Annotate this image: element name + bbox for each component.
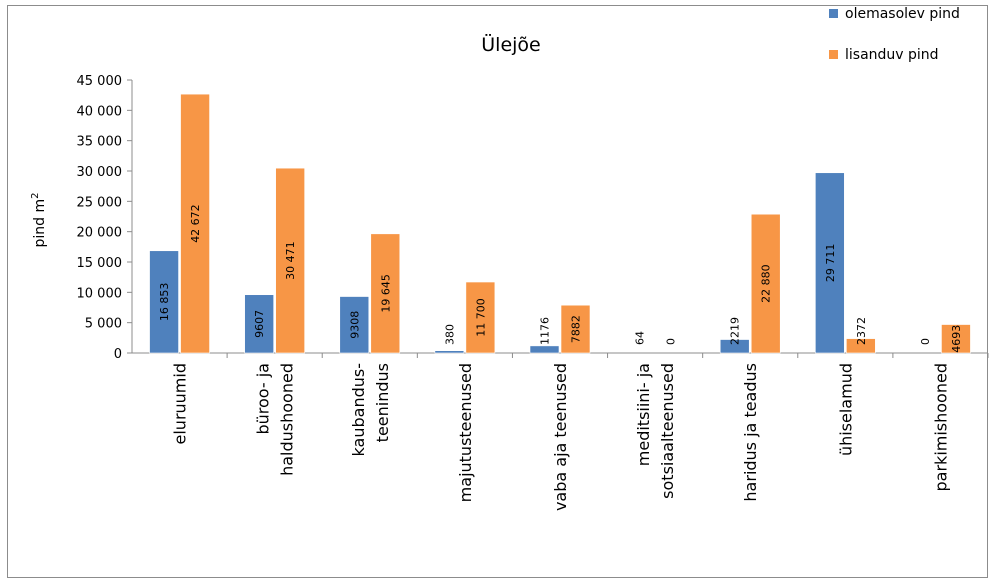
- data-label: 380: [443, 324, 456, 345]
- category-label: haridus ja teadus: [741, 363, 760, 502]
- data-labels: 16 853 42 672 9607 30 471 9308 19 645 380 11 70…: [158, 204, 963, 352]
- bar: [275, 167, 305, 354]
- category-label: vaba aja teenused: [551, 363, 570, 511]
- legend-label-olemasolev: olemasolev pind: [845, 6, 960, 22]
- y-tick-label: 45 000: [77, 74, 123, 89]
- data-label: 29 711: [824, 244, 837, 283]
- category-label: teenindus: [373, 363, 392, 442]
- legend: olemasolev pind lisanduv pind: [829, 6, 960, 63]
- y-tick-label: 20 000: [77, 226, 123, 241]
- bar: [529, 345, 560, 354]
- legend-swatch-olemasolev: [829, 9, 838, 18]
- bar: [149, 250, 179, 354]
- data-label: 9607: [253, 310, 266, 338]
- y-tick-label: 10 000: [77, 286, 123, 301]
- data-label: 11 700: [474, 298, 487, 337]
- category-labels: eluruumid büroo- ja haldushooned kaubandus-…: [171, 363, 951, 511]
- bar: [815, 172, 845, 354]
- y-tick-label: 15 000: [77, 256, 123, 271]
- legend-swatch-lisanduv: [829, 50, 838, 59]
- category-label: ühiselamud: [836, 363, 855, 456]
- y-axis-label: pind m2: [30, 193, 48, 248]
- data-label: 22 880: [760, 264, 773, 303]
- bar: [560, 304, 591, 354]
- bars: [149, 93, 971, 354]
- data-label: 2219: [729, 317, 742, 345]
- bar: [339, 296, 370, 354]
- bar: [465, 281, 496, 354]
- data-label: 42 672: [189, 204, 202, 243]
- bar: [180, 93, 210, 354]
- y-tick-label: 25 000: [77, 195, 123, 210]
- legend-label-lisanduv: lisanduv pind: [845, 47, 939, 63]
- axes: 0 5 000 10 000 15 000 20 000 25 000 30 000 35 0…: [77, 74, 989, 362]
- bar: [750, 213, 781, 354]
- category-label: parkimishooned: [931, 363, 950, 491]
- category-label: meditsiini- ja: [634, 363, 653, 466]
- category-label: kaubandus-: [349, 363, 368, 456]
- y-axis-label-superscript: 2: [30, 193, 41, 199]
- data-label: 1176: [539, 317, 552, 345]
- y-tick-label: 35 000: [77, 135, 123, 150]
- bar: [370, 233, 401, 354]
- chart-title: Ülejõe: [481, 33, 540, 56]
- bar: [244, 294, 274, 354]
- y-axis-label-text: pind m: [32, 199, 48, 248]
- data-label: 7882: [570, 315, 583, 343]
- category-label: majutusteenused: [456, 363, 475, 502]
- category-label: haldushooned: [278, 363, 297, 476]
- y-tick-label: 0: [114, 347, 122, 362]
- data-label: 2372: [855, 317, 868, 345]
- data-label: 0: [919, 338, 932, 345]
- bar: [434, 350, 465, 354]
- data-label: 64: [634, 331, 647, 345]
- data-label: 16 853: [158, 283, 171, 322]
- bar: [941, 324, 971, 354]
- data-label: 4693: [950, 325, 963, 353]
- data-label: 9308: [348, 311, 361, 339]
- data-label: 19 645: [379, 274, 392, 313]
- data-label: 0: [665, 338, 678, 345]
- bar: [719, 339, 750, 354]
- y-tick-label: 30 000: [77, 165, 123, 180]
- data-label: 30 471: [284, 241, 297, 280]
- category-label: sotsiaalteenused: [658, 363, 677, 499]
- y-tick-label: 5 000: [85, 317, 122, 332]
- bar: [846, 338, 876, 354]
- y-tick-label: 40 000: [77, 104, 123, 119]
- category-label: büroo- ja: [254, 363, 273, 435]
- category-label: eluruumid: [171, 363, 190, 444]
